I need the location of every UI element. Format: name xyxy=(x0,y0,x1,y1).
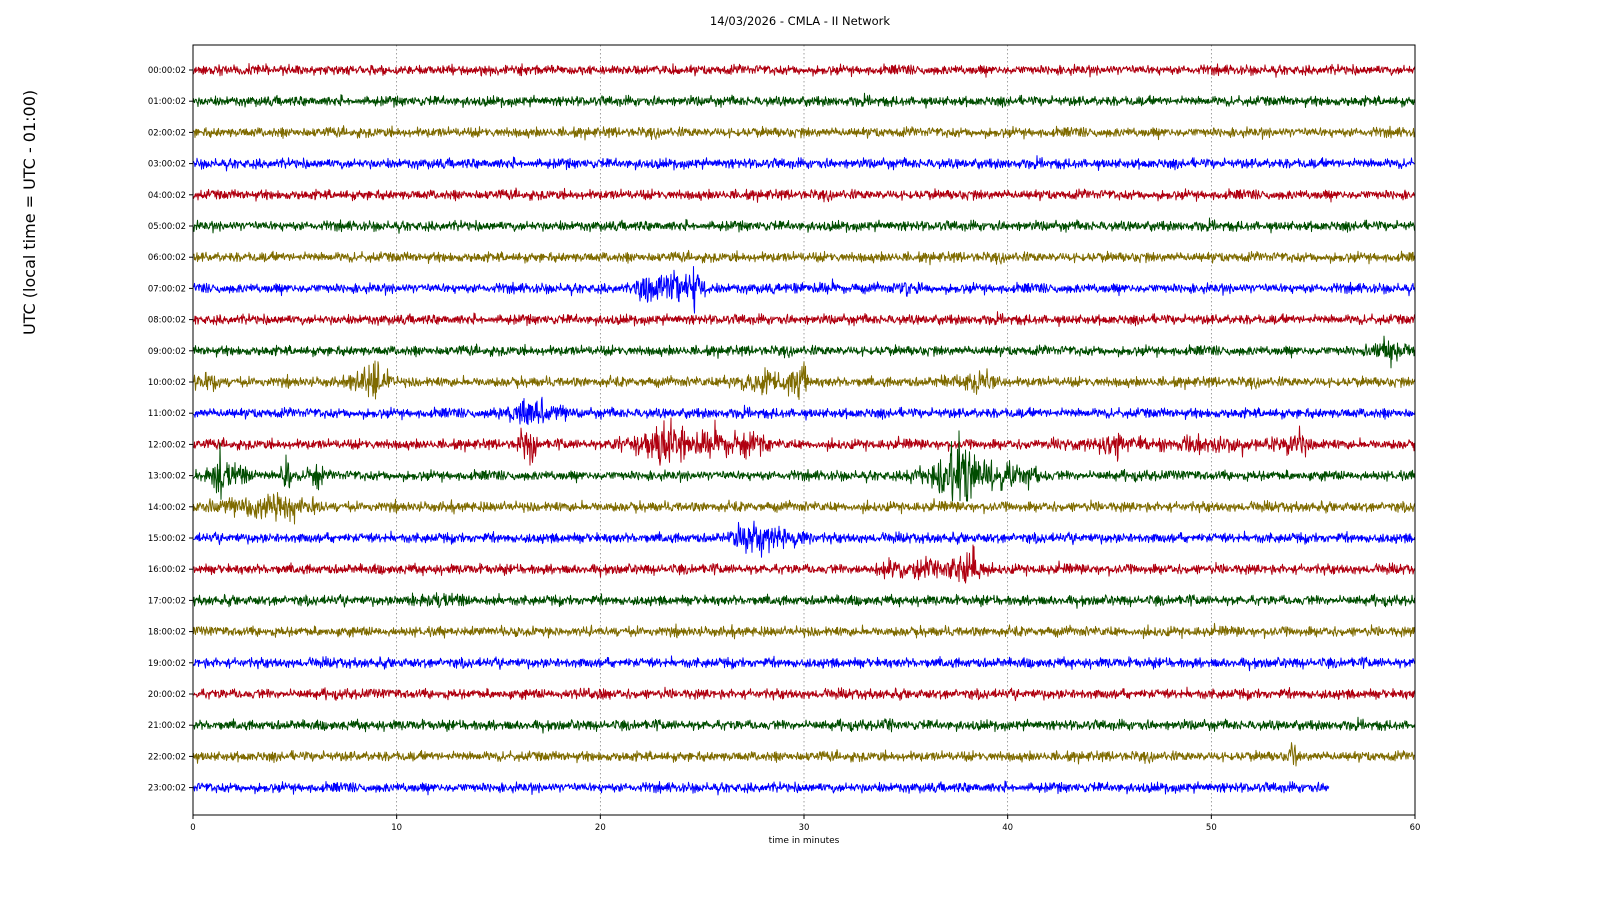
y-tick-label: 16:00:02 xyxy=(148,565,186,575)
trace-11-00-02 xyxy=(193,396,1416,426)
y-tick-label: 11:00:02 xyxy=(148,409,186,419)
trace-17-00-02 xyxy=(193,592,1416,609)
y-tick-labels: 00:00:02 01:00:02 02:00:02 03:00:02 04:00:02… xyxy=(148,66,193,794)
x-tick-label: 20 xyxy=(595,823,606,833)
y-tick-label: 08:00:02 xyxy=(148,316,186,326)
trace-12-00-02 xyxy=(193,417,1416,466)
x-tick-label: 40 xyxy=(1002,823,1013,833)
y-tick-label: 22:00:02 xyxy=(148,752,186,762)
trace-14-00-02 xyxy=(193,492,1416,525)
grid-lines xyxy=(396,45,1212,815)
trace-09-00-02 xyxy=(193,335,1416,369)
trace-20-00-02 xyxy=(193,686,1416,702)
x-tick-label: 60 xyxy=(1410,823,1421,833)
y-tick-label: 03:00:02 xyxy=(148,160,186,170)
trace-15-00-02 xyxy=(193,520,1416,558)
x-tick-label: 30 xyxy=(799,823,810,833)
y-tick-label: 18:00:02 xyxy=(148,628,186,638)
y-tick-label: 12:00:02 xyxy=(148,440,186,450)
y-tick-label: 01:00:02 xyxy=(148,97,186,107)
x-axis-label: time in minutes xyxy=(769,836,840,846)
trace-01-00-02 xyxy=(193,92,1416,109)
y-tick-label: 10:00:02 xyxy=(148,378,186,388)
y-tick-label: 13:00:02 xyxy=(148,472,186,482)
y-tick-label: 21:00:02 xyxy=(148,721,186,731)
y-tick-label: 04:00:02 xyxy=(148,191,186,201)
trace-19-00-02 xyxy=(193,655,1416,672)
y-tick-label: 20:00:02 xyxy=(148,690,186,700)
y-tick-label: 23:00:02 xyxy=(148,784,186,794)
y-tick-label: 00:00:02 xyxy=(148,66,186,76)
trace-05-00-02 xyxy=(193,217,1416,234)
x-tick-label: 10 xyxy=(391,823,402,833)
y-tick-label: 05:00:02 xyxy=(148,222,186,232)
trace-16-00-02 xyxy=(193,544,1416,584)
trace-21-00-02 xyxy=(193,716,1416,734)
trace-03-00-02 xyxy=(193,155,1416,172)
y-tick-label: 19:00:02 xyxy=(148,659,186,669)
x-tick-label: 50 xyxy=(1206,823,1217,833)
trace-08-00-02 xyxy=(193,311,1416,327)
trace-07-00-02 xyxy=(193,266,1416,314)
y-tick-label: 17:00:02 xyxy=(148,596,186,606)
chart-title: 14/03/2026 - CMLA - II Network xyxy=(709,14,891,28)
x-tick-labels: 0 10 20 30 40 50 60 xyxy=(190,815,1420,833)
trace-10-00-02 xyxy=(193,360,1416,400)
trace-04-00-02 xyxy=(193,187,1416,203)
trace-22-00-02 xyxy=(193,742,1416,767)
y-tick-label: 14:00:02 xyxy=(148,503,186,513)
y-tick-label: 07:00:02 xyxy=(148,284,186,294)
trace-13-00-02 xyxy=(193,430,1416,502)
trace-06-00-02 xyxy=(193,249,1416,266)
trace-18-00-02 xyxy=(193,622,1416,640)
trace-23-00-02 xyxy=(193,780,1330,796)
y-tick-label: 06:00:02 xyxy=(148,253,186,263)
seismic-traces xyxy=(193,63,1416,796)
trace-02-00-02 xyxy=(193,125,1416,141)
y-tick-label: 02:00:02 xyxy=(148,128,186,138)
y-tick-label: 09:00:02 xyxy=(148,347,186,357)
trace-00-00-02 xyxy=(193,63,1416,78)
x-tick-label: 0 xyxy=(190,823,195,833)
y-tick-label: 15:00:02 xyxy=(148,534,186,544)
